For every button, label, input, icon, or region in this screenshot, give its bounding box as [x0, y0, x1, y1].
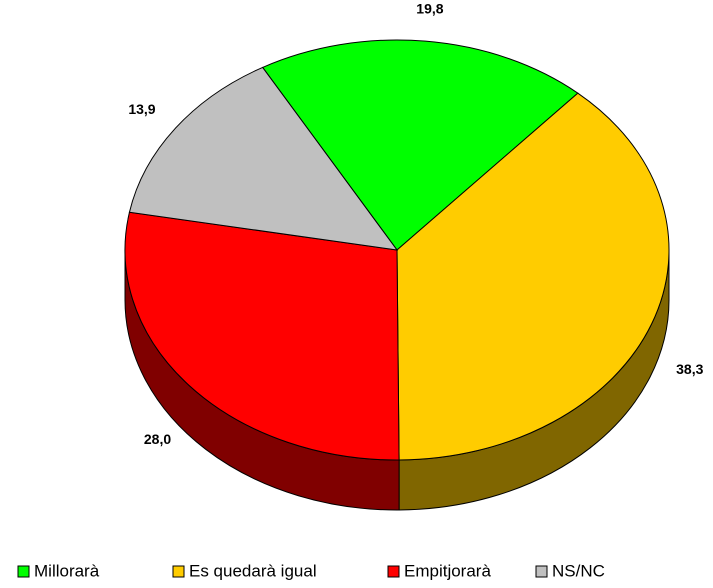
legend-swatch	[17, 565, 30, 578]
legend-swatch	[387, 565, 400, 578]
pie-slice	[128, 66, 399, 251]
value-label: 19,8	[416, 1, 443, 17]
value-label: 13,9	[128, 101, 155, 117]
pie-slice	[396, 92, 670, 461]
legend-label: Millorarà	[34, 561, 100, 580]
pie-slice	[124, 211, 400, 461]
legend-swatch	[172, 565, 185, 578]
legend-label: Empitjorarà	[404, 561, 491, 580]
legend-label: NS/NC	[552, 561, 605, 580]
legend-swatch	[535, 565, 548, 578]
value-label: 38,3	[676, 361, 703, 377]
legend-label: Es quedarà igual	[189, 561, 317, 580]
value-label: 28,0	[144, 431, 171, 447]
pie-slice	[261, 39, 579, 251]
